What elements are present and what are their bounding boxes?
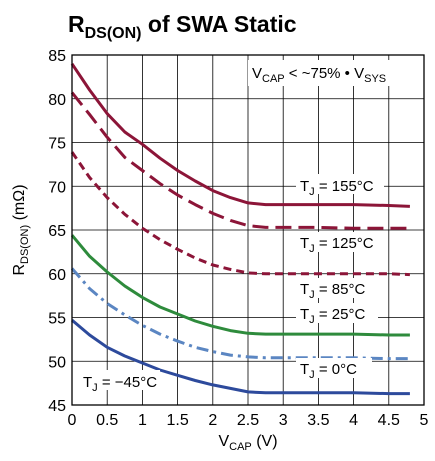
series-label-0: TJ = 0°C [300, 361, 357, 381]
x-axis-label: VCAP (V) [218, 433, 277, 453]
y-tick-label: 60 [48, 267, 66, 284]
x-tick-label: 1.5 [166, 412, 188, 429]
series-line-1 [70, 91, 410, 230]
label-bg-m45 [80, 370, 160, 390]
x-tick-label: 0 [68, 412, 77, 429]
x-tick-label: 4.5 [378, 412, 400, 429]
x-tick-label: 3 [279, 412, 288, 429]
chart-title-main: R [68, 11, 85, 37]
y-tick-label: 65 [48, 223, 66, 240]
label-bg-85 [296, 278, 376, 298]
condition-v-sub: CAP [262, 73, 285, 85]
x-tick-label: 0.5 [96, 412, 118, 429]
condition-v: V [252, 65, 262, 82]
series-line-2 [70, 151, 410, 277]
condition-note: VCAP < ~75% • VSYS [252, 65, 386, 85]
x-tick-label: 5 [420, 412, 429, 429]
x-tick-label: 2 [208, 412, 217, 429]
y-tick-label: 70 [48, 179, 66, 196]
x-tick-label: 1 [138, 412, 147, 429]
x-tick-labels: 0 0.5 1 1.5 2 2.5 3 3.5 4 4.5 5 [68, 412, 429, 429]
y-tick-label: 85 [48, 48, 66, 65]
series-labels: TJ = 155°C TJ = 125°C TJ = 85°C TJ = 25°… [80, 174, 384, 394]
chart-title: RDS(ON) of SWA Static [68, 11, 297, 42]
condition-backdrop [248, 60, 420, 86]
series-label-155: TJ = 155°C [300, 178, 374, 198]
x-tick-label: 4 [349, 412, 358, 429]
y-axis-label: RDS(ON) (mΩ) [11, 184, 31, 275]
grid [71, 54, 425, 406]
series-line-5 [71, 318, 410, 396]
series-label-m45: TJ = −45°C [83, 374, 157, 394]
y-tick-label: 80 [48, 92, 66, 109]
label-bg-155 [296, 174, 384, 194]
y-tick-label: 75 [48, 136, 66, 153]
y-tick-label: 45 [48, 398, 66, 415]
series-label-85: TJ = 85°C [300, 281, 365, 301]
plot-frame [71, 54, 425, 406]
y-tick-labels: 45 50 55 60 65 70 75 80 85 [48, 48, 66, 415]
series-label-125: TJ = 125°C [300, 235, 374, 255]
x-tick-label: 2.5 [237, 412, 259, 429]
label-bg-25 [296, 303, 378, 323]
x-tick-label: 3.5 [307, 412, 329, 429]
series-line-0 [70, 62, 410, 208]
series-line-3 [70, 234, 410, 337]
condition-mid: < ~75% • V [285, 65, 364, 82]
series-line-4 [70, 267, 410, 361]
condition-vsys-sub: SYS [364, 73, 386, 85]
series-group [70, 62, 410, 396]
label-bg-125 [296, 232, 384, 252]
chart-title-rest: of SWA Static [142, 11, 297, 37]
label-bg-0 [296, 358, 372, 378]
series-label-25: TJ = 25°C [300, 306, 365, 326]
y-tick-label: 55 [48, 311, 66, 328]
chart-title-sub: DS(ON) [85, 25, 142, 42]
y-tick-label: 50 [48, 354, 66, 371]
